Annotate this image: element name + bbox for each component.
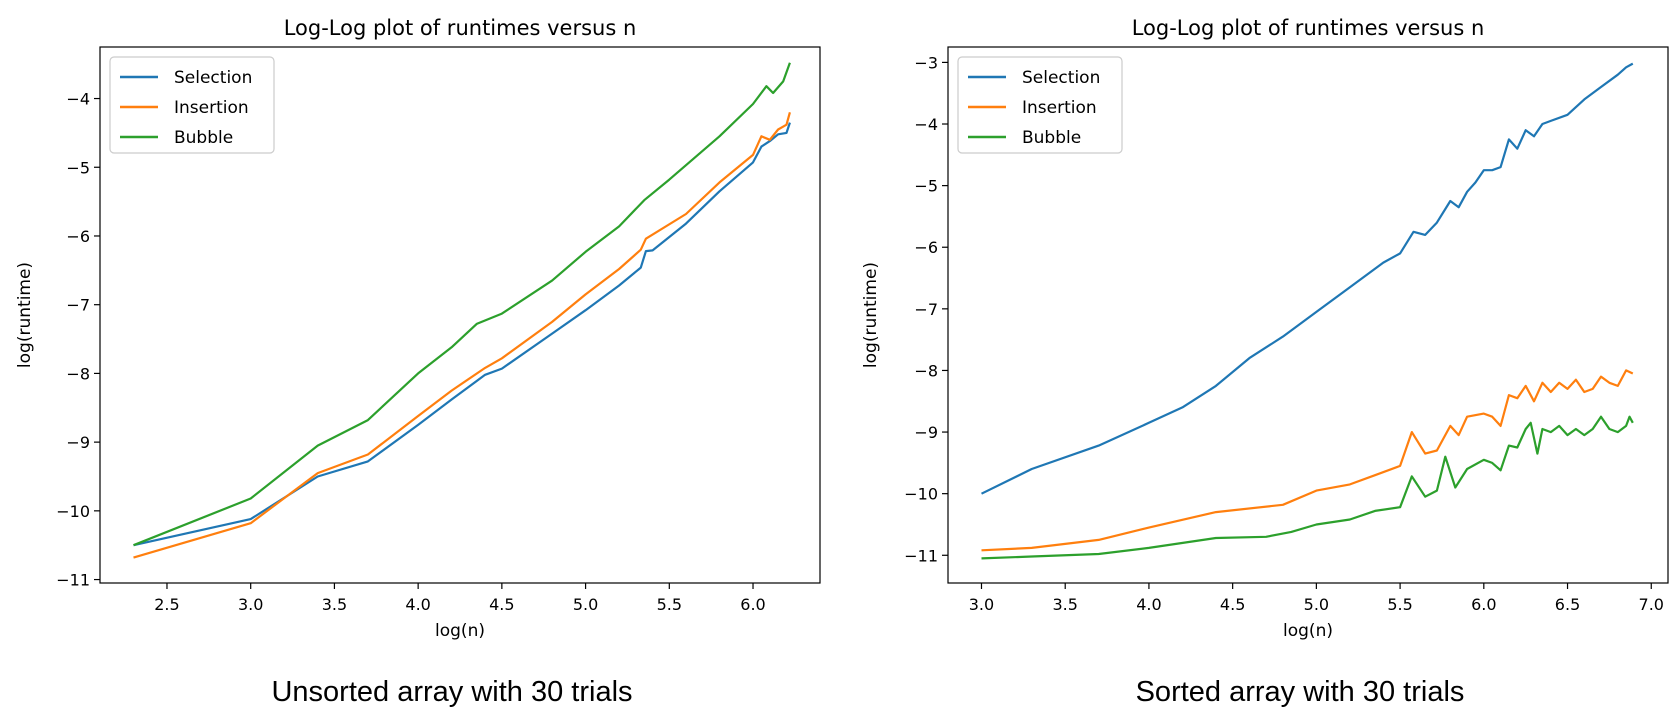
legend-label-bubble: Bubble [1022, 128, 1081, 148]
axes-frame [99, 46, 821, 584]
y-tick-label: −7 [66, 296, 90, 315]
y-tick-label: −10 [56, 502, 90, 521]
legend-box [109, 56, 275, 154]
y-tick-label: −4 [66, 90, 90, 109]
y-tick-label: −8 [914, 361, 938, 380]
y-tick-label: −6 [914, 238, 938, 257]
x-tick-label: 5.0 [573, 595, 598, 614]
chart-unsorted: 2.5 3.0 3.5 4.0 4.5 5.0 5.5 6.0 −11 −10 −9 −8 −7 −6 −5… [15, 16, 821, 708]
series-line-bubble [133, 62, 791, 547]
y-tick-label: −9 [66, 433, 90, 452]
y-tick-label: −6 [66, 227, 90, 246]
y-tick-label: −10 [904, 485, 938, 504]
x-tick-label: 3.5 [322, 595, 347, 614]
x-tick-label: 6.0 [1471, 595, 1496, 614]
series-line-bubble [981, 415, 1634, 560]
series-line-selection [133, 122, 791, 547]
series-lines [981, 62, 1634, 560]
x-tick-label: 5.5 [657, 595, 682, 614]
y-tick-label: −7 [914, 300, 938, 319]
x-axis-label: log(n) [1283, 621, 1333, 641]
y-tick-label: −3 [914, 53, 938, 72]
legend-label-bubble: Bubble [174, 128, 233, 148]
x-tick-label: 4.5 [489, 595, 514, 614]
axes-frame [947, 46, 1669, 584]
x-tick-label: 5.5 [1387, 595, 1412, 614]
legend-label-selection: Selection [1022, 68, 1100, 88]
legend-label-selection: Selection [174, 68, 252, 88]
chart-caption: Sorted array with 30 trials [1136, 676, 1465, 708]
chart-sorted: 3.0 3.5 4.0 4.5 5.0 5.5 6.0 6.5 7.0 −11 −10 −9 −8 −7 −… [861, 16, 1669, 708]
series-line-selection [981, 62, 1634, 495]
y-tick-label: −8 [66, 364, 90, 383]
legend-box [957, 56, 1123, 154]
legend: Selection Insertion Bubble [957, 56, 1123, 154]
x-tick-label: 7.0 [1639, 595, 1664, 614]
x-tick-label: 3.0 [969, 595, 994, 614]
y-tick-label: −9 [914, 423, 938, 442]
x-tick-label: 4.5 [1220, 595, 1245, 614]
chart-caption: Unsorted array with 30 trials [271, 676, 632, 708]
x-tick-label: 4.0 [1136, 595, 1161, 614]
legend: Selection Insertion Bubble [109, 56, 275, 154]
y-axis-label: log(runtime) [861, 262, 881, 368]
series-line-insertion [981, 369, 1634, 552]
legend-label-insertion: Insertion [1022, 98, 1097, 118]
chart-title: Log-Log plot of runtimes versus n [1132, 16, 1485, 40]
x-tick-label: 5.0 [1304, 595, 1329, 614]
x-tick-label: 3.0 [238, 595, 263, 614]
y-tick-label: −4 [914, 115, 938, 134]
y-axis-label: log(runtime) [15, 262, 35, 368]
chart-title: Log-Log plot of runtimes versus n [284, 16, 637, 40]
x-tick-label: 2.5 [154, 595, 179, 614]
x-tick-label: 6.5 [1555, 595, 1580, 614]
x-axis-label: log(n) [435, 621, 485, 641]
legend-label-insertion: Insertion [174, 98, 249, 118]
x-tick-label: 6.0 [740, 595, 765, 614]
series-line-insertion [133, 112, 791, 559]
y-tick-label: −5 [914, 177, 938, 196]
x-tick-label: 4.0 [405, 595, 430, 614]
y-tick-label: −11 [904, 546, 938, 565]
x-tick-label: 3.5 [1052, 595, 1077, 614]
series-lines [133, 62, 791, 559]
y-tick-label: −5 [66, 158, 90, 177]
y-tick-label: −11 [56, 571, 90, 590]
